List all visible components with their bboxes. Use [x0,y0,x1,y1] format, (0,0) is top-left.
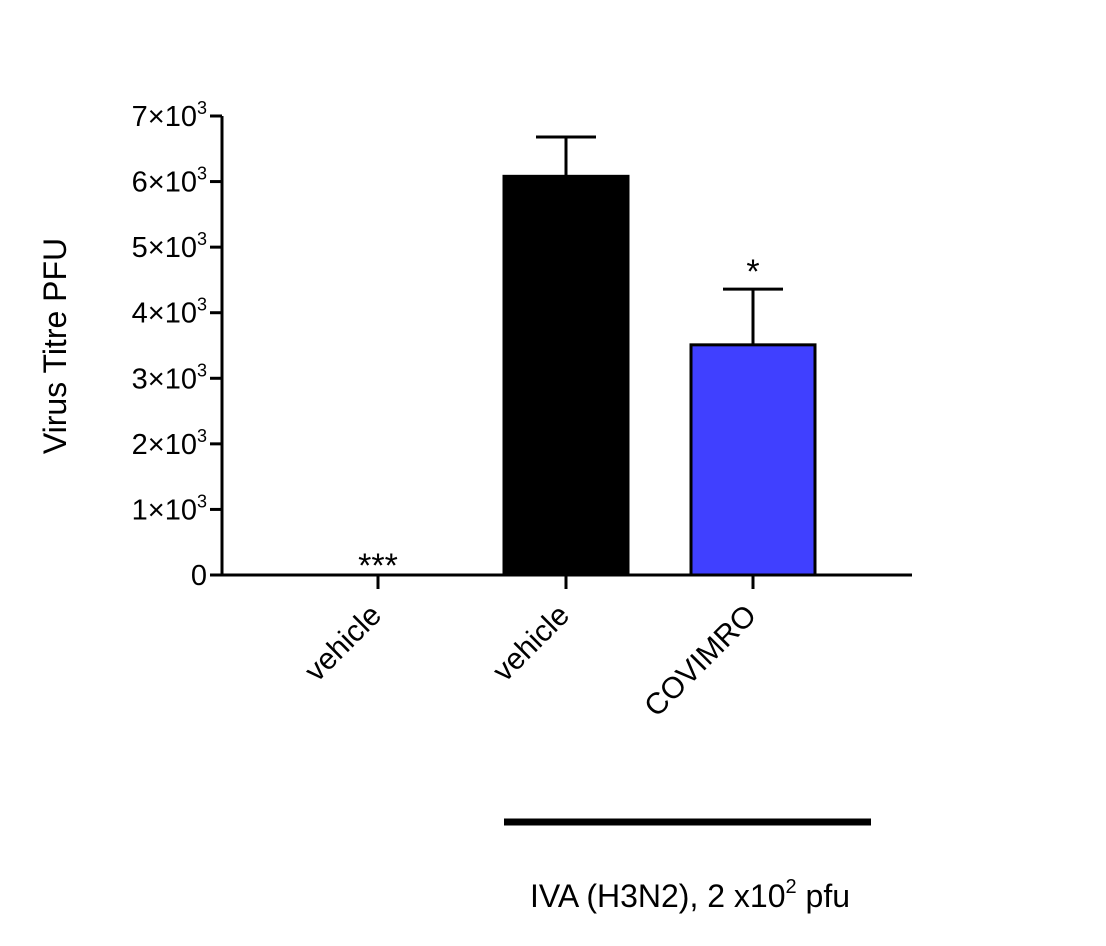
y-tick-label: 3×103 [132,360,207,395]
y-tick-label: 2×103 [132,426,207,461]
y-tick-label: 4×103 [132,295,207,330]
y-axis-ticks: 0 1×103 2×103 3×103 4×103 5×103 6×103 7×103 [132,98,222,592]
significance-marker: * [746,253,759,291]
error-bars [536,135,783,345]
category-label: vehicle [487,599,576,688]
y-tick-label: 7×103 [132,98,207,133]
x-axis-ticks: vehicle vehicle COVIMRO [299,575,763,723]
y-tick-label: 0 [191,560,207,592]
y-axis-title: Virus Titre PFU [37,238,73,454]
significance-marker: *** [358,547,398,585]
bars [502,174,817,577]
y-tick-label: 5×103 [132,229,207,264]
group-label-base: IVA (H3N2), 2 x10 [530,878,786,914]
y-tick-label: 1×103 [132,491,207,526]
significance-markers: **** [358,253,759,585]
y-tick-label: 6×103 [132,164,207,199]
group-label: IVA (H3N2), 2 x102 pfu [530,876,850,914]
category-label: COVIMRO [638,599,763,724]
bar-2 [689,343,817,577]
group-label-suffix: pfu [797,878,850,914]
category-label: vehicle [299,599,388,688]
group-label-exponent: 2 [786,876,797,898]
bar-1 [502,174,630,577]
